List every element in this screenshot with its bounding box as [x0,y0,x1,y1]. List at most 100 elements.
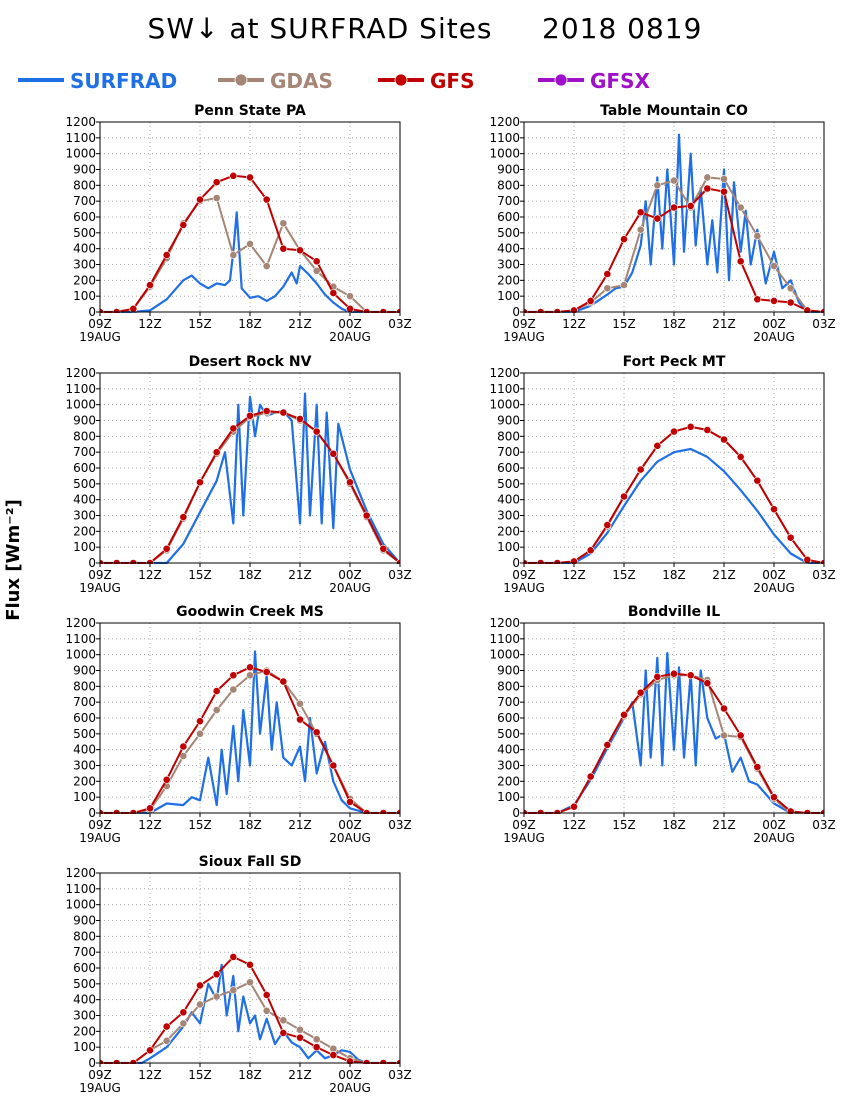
y-tick-label: 1000 [489,398,520,412]
data-point-gdas [312,1035,321,1044]
data-point-gfs [296,415,304,423]
x-date-label: 20AUG [329,581,371,595]
x-date-label: 20AUG [753,330,795,344]
x-tick-label: 09Z [512,568,536,582]
data-point-gfs [703,679,712,688]
data-point-gdas [229,986,238,995]
data-point-gdas [212,194,221,202]
data-point-gfs [736,257,745,266]
y-tick-label: 400 [497,493,520,507]
data-point-gfs [636,465,645,474]
x-tick-label: 09Z [512,818,536,832]
data-point-gfs [279,1029,288,1037]
x-tick-label: 03Z [812,818,836,832]
data-point-gfs [586,772,595,781]
data-point-gfs [246,173,254,182]
data-point-gfs [296,1033,304,1042]
y-tick-label: 0 [88,806,96,820]
y-tick-label: 100 [73,790,96,804]
legend-label: GFSX [590,69,650,93]
data-point-gdas [279,219,288,228]
y-tick-label: 300 [73,509,96,523]
data-point-gdas [212,992,221,1001]
x-tick-label: 12Z [562,317,586,331]
data-point-gfs [753,476,762,485]
panel-frame [523,121,825,313]
x-tick-label: 12Z [562,818,586,832]
x-tick-label: 00Z [762,568,786,582]
data-point-gfs [720,435,728,444]
y-tick-label: 500 [497,477,520,491]
data-point-gdas [246,978,254,987]
data-point-gfs [670,669,678,678]
data-point-gfs [246,960,254,969]
y-tick-label: 200 [73,273,96,287]
y-tick-label: 1200 [65,866,96,880]
data-point-gfs [162,251,171,259]
x-tick-label: 03Z [388,818,412,832]
data-point-gfs [329,1051,338,1059]
data-point-gfs [162,544,171,553]
data-point-gfs [753,295,762,304]
y-tick-label: 700 [73,695,96,709]
data-point-gfs [786,533,795,542]
data-point-gfs [196,717,204,726]
x-tick-label: 03Z [388,1068,412,1082]
panel-frame [523,622,825,814]
data-point-gfs [379,544,388,553]
panel-penn-state-pa: Penn State PA010020030040050060070080090… [65,103,411,344]
data-point-gfs [229,424,238,433]
panel-sioux-fall-sd: Sioux Fall SD010020030040050060070080090… [65,854,411,1095]
y-tick-label: 0 [512,305,520,319]
y-tick-label: 900 [73,664,96,678]
data-point-gfs [346,798,354,806]
data-point-gfs [312,728,321,737]
data-point-gfs [670,203,678,212]
series-line-surfrad [100,211,400,313]
y-tick-label: 500 [73,977,96,991]
y-tick-label: 700 [497,445,520,459]
x-tick-label: 12Z [138,317,162,331]
data-point-gfs [262,991,271,999]
x-tick-label: 15Z [188,568,212,582]
y-tick-label: 300 [497,759,520,773]
data-point-gfs [346,1057,354,1064]
data-point-gdas [770,262,778,270]
data-point-gfs [262,195,271,204]
data-point-gdas [312,266,321,275]
x-tick-label: 03Z [812,568,836,582]
data-point-gfs [212,178,221,187]
y-tick-label: 1100 [489,632,520,646]
x-tick-label: 21Z [288,317,312,331]
y-tick-label: 1100 [65,882,96,896]
data-point-gfs [179,742,188,751]
panel-desert-rock-nv: Desert Rock NV01002003004005006007008009… [65,354,411,595]
x-date-label: 20AUG [329,1081,371,1095]
y-tick-label: 100 [497,790,520,804]
data-point-gfs [246,411,254,420]
series-surfrad [524,447,824,564]
data-point-gfs [329,449,338,458]
x-tick-label: 15Z [188,317,212,331]
data-point-gfs [212,687,221,695]
data-point-gdas [603,284,612,293]
y-tick-label: 800 [497,679,520,693]
data-point-gfs [279,244,288,253]
y-tick-label: 100 [73,540,96,554]
x-tick-label: 21Z [288,1068,312,1082]
panel-frame [99,872,401,1064]
y-tick-label: 800 [497,178,520,192]
y-tick-label: 1000 [65,648,96,662]
y-tick-label: 1000 [65,147,96,161]
panel-grid [100,623,400,813]
data-point-gfs [196,981,204,990]
y-tick-label: 1100 [65,382,96,396]
x-tick-label: 12Z [138,818,162,832]
y-tick-label: 1100 [489,131,520,145]
series-line-surfrad [524,133,824,313]
data-point-gfs [620,235,628,244]
data-point-gdas [196,729,204,738]
data-point-gfs [296,715,304,724]
y-tick-label: 1000 [65,898,96,912]
x-tick-label: 18Z [662,317,686,331]
